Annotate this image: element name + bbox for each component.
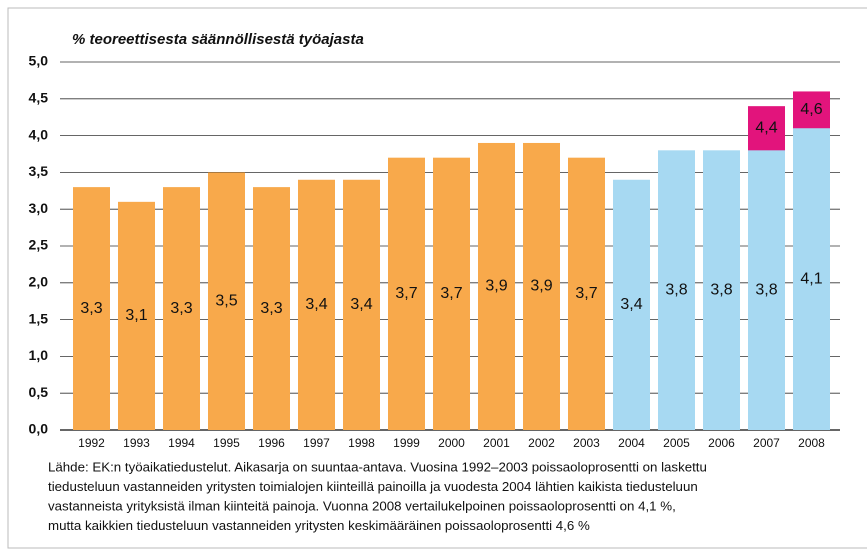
bar [388,157,425,430]
y-tick-label: 4,0 [29,126,49,142]
value-label: 4,6 [800,101,822,118]
x-tick-label: 2007 [753,436,780,450]
bar [658,150,695,430]
frame [7,7,867,549]
value-label: 3,9 [485,278,507,295]
y-tick-label: 0,5 [29,384,49,400]
value-label: 4,1 [800,270,822,287]
bar [433,157,470,430]
chart-title: % teoreettisesta säännöllisestä työajast… [72,31,364,48]
bar [208,172,245,430]
x-tick-label: 1996 [258,436,285,450]
y-tick-label: 0,0 [29,421,49,437]
y-tick-label: 1,0 [29,347,49,363]
y-tick-label: 3,5 [29,163,49,179]
x-tick-label: 1994 [168,436,195,450]
bar [163,187,200,430]
value-label: 3,8 [710,281,732,298]
bar [478,142,515,430]
x-tick-label: 2006 [708,436,735,450]
y-tick-label: 2,0 [29,274,49,290]
bar [613,179,650,430]
x-tick-label: 2003 [573,436,600,450]
value-label: 3,4 [305,296,327,313]
y-tick-label: 1,5 [29,310,49,326]
x-tick-label: 1995 [213,436,240,450]
bar [298,179,335,430]
y-tick-label: 2,5 [29,237,49,253]
value-label: 3,8 [665,281,687,298]
value-label: 3,7 [575,285,597,302]
x-tick-label: 1999 [393,436,420,450]
value-label: 3,5 [215,292,237,309]
x-tick-label: 1992 [78,436,105,450]
value-label: 3,9 [530,278,552,295]
x-tick-label: 2001 [483,436,510,450]
y-tick-label: 5,0 [29,53,49,69]
x-tick-label: 1998 [348,436,375,450]
note: tiedusteluun vastanneiden yritysten toim… [48,479,698,494]
value-label: 3,8 [755,281,777,298]
bar [748,150,785,430]
value-label: 3,3 [80,300,102,317]
x-tick-label: 2005 [663,436,690,450]
bar [118,201,155,430]
value-label: 3,7 [395,285,417,302]
value-label: 3,3 [260,300,282,317]
bar [568,157,605,430]
note: Lähde: EK:n työaikatiedustelut. Aikasarj… [48,460,707,475]
x-tick-label: 1997 [303,436,330,450]
x-tick-label: 2000 [438,436,465,450]
bar [343,179,380,430]
bar [253,187,290,430]
bar [73,187,110,430]
value-label: 3,7 [440,285,462,302]
note: vastanneista yrityksistä ilman kiinteitä… [48,499,676,514]
y-tick-label: 4,5 [29,90,49,106]
note: mutta kaikkien tiedusteluun vastanneiden… [48,518,590,533]
x-tick-label: 2004 [618,436,645,450]
value-label: 3,1 [125,307,147,324]
x-tick-label: 2002 [528,436,555,450]
bar [793,128,830,431]
y-tick-label: 3,0 [29,200,49,216]
value-label: 3,3 [170,300,192,317]
x-tick-label: 2008 [798,436,825,450]
bar [523,142,560,430]
value-label: 3,4 [350,296,372,313]
value-label: 3,4 [620,296,642,313]
bar [703,150,740,430]
x-tick-label: 1993 [123,436,150,450]
value-label: 4,4 [755,119,777,136]
